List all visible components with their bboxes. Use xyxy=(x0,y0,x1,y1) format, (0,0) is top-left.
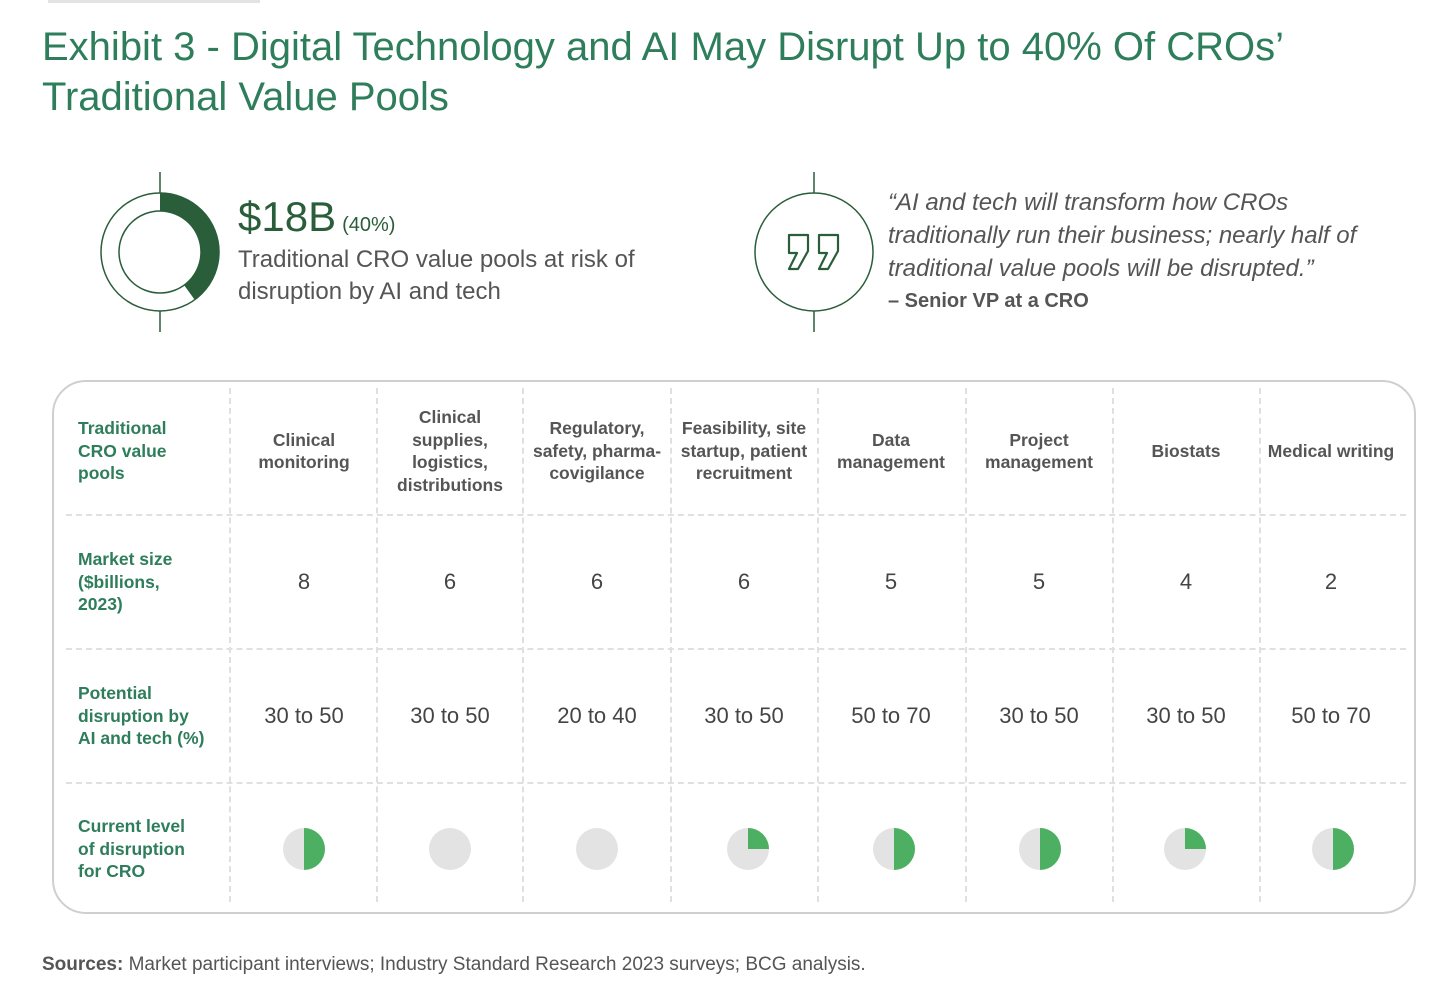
page-title: Exhibit 3 - Digital Technology and AI Ma… xyxy=(42,25,1283,119)
sources-label: Sources: xyxy=(42,954,124,975)
pie-background xyxy=(576,828,618,870)
col-divider xyxy=(522,388,524,902)
row-divider xyxy=(66,782,1406,784)
value-pools-table xyxy=(52,380,1416,914)
col-divider xyxy=(376,388,378,902)
pie-slice xyxy=(304,828,325,870)
current-level-pie xyxy=(576,828,618,870)
row-label-market-size: Market size ($billions, 2023) xyxy=(78,549,173,615)
pie-slice xyxy=(1185,828,1206,849)
market-size-value: 6 xyxy=(590,569,604,594)
disruption-value: 30 to 50 xyxy=(999,703,1079,728)
stat-percent: (40%) xyxy=(342,214,396,236)
market-size-value: 4 xyxy=(1179,569,1193,594)
col-header-project-management: Project management xyxy=(985,429,1093,473)
col-header-biostats: Biostats xyxy=(1151,440,1221,461)
col-divider xyxy=(817,388,819,902)
stat-value-block: $18B (40%) xyxy=(238,192,395,250)
disruption-value: 50 to 70 xyxy=(1291,703,1371,728)
quote-author: – Senior VP at a CRO xyxy=(888,290,1089,312)
market-size-value: 8 xyxy=(297,569,311,594)
disruption-value: 30 to 50 xyxy=(264,703,344,728)
value-at-risk-donut xyxy=(100,172,220,332)
sources-text: Market participant interviews; Industry … xyxy=(128,954,866,975)
current-level-pie xyxy=(1019,828,1061,870)
stat-value: $18B xyxy=(238,193,337,240)
col-header-data-management: Data management xyxy=(837,429,945,473)
current-level-pie xyxy=(873,828,915,870)
col-header-feasibility: Feasibility, site startup, patient recru… xyxy=(680,418,808,484)
sources-note: Sources: Market participant interviews; … xyxy=(42,954,866,976)
col-divider xyxy=(229,388,231,902)
col-header-clinical-monitoring: Clinical monitoring xyxy=(258,429,350,473)
col-header-regulatory: Regulatory, safety, pharma-covigilance xyxy=(532,418,662,484)
top-rule xyxy=(48,0,260,3)
col-divider xyxy=(1259,388,1261,902)
current-level-pie xyxy=(429,828,471,870)
row-label-current-level: Current level of disruption for CRO xyxy=(78,816,185,882)
market-size-value: 6 xyxy=(737,569,751,594)
market-size-value: 6 xyxy=(443,569,457,594)
col-divider xyxy=(965,388,967,902)
col-divider xyxy=(670,388,672,902)
current-level-pie xyxy=(727,828,769,870)
row-label-value-pools: Traditional CRO value pools xyxy=(78,418,167,484)
col-divider xyxy=(1112,388,1114,902)
quote-icon xyxy=(754,172,874,332)
market-size-value: 5 xyxy=(1032,569,1046,594)
current-level-pie xyxy=(283,828,325,870)
market-size-value: 2 xyxy=(1324,569,1338,594)
pie-slice xyxy=(748,828,769,849)
current-level-pie xyxy=(1164,828,1206,870)
pie-slice xyxy=(1040,828,1061,870)
stat-description: Traditional CRO value pools at risk of d… xyxy=(238,246,635,305)
col-header-clinical-supplies: Clinical supplies, logistics, distributi… xyxy=(397,407,503,495)
row-label-disruption: Potential disruption by AI and tech (%) xyxy=(78,683,205,749)
col-header-medical-writing: Medical writing xyxy=(1267,440,1395,461)
disruption-value: 50 to 70 xyxy=(851,703,931,728)
donut-at-risk-arc xyxy=(160,193,219,300)
pie-background xyxy=(429,828,471,870)
current-level-pie xyxy=(1312,828,1354,870)
quote-text: “AI and tech will transform how CROs tra… xyxy=(888,189,1357,282)
disruption-value: 30 to 50 xyxy=(1146,703,1226,728)
market-size-value: 5 xyxy=(884,569,898,594)
donut-inner-ring xyxy=(118,210,202,294)
disruption-value: 20 to 40 xyxy=(557,703,637,728)
row-divider xyxy=(66,514,1406,516)
pie-slice xyxy=(894,828,915,870)
disruption-value: 30 to 50 xyxy=(410,703,490,728)
pie-slice xyxy=(1333,828,1354,870)
row-divider xyxy=(66,648,1406,650)
disruption-value: 30 to 50 xyxy=(704,703,784,728)
